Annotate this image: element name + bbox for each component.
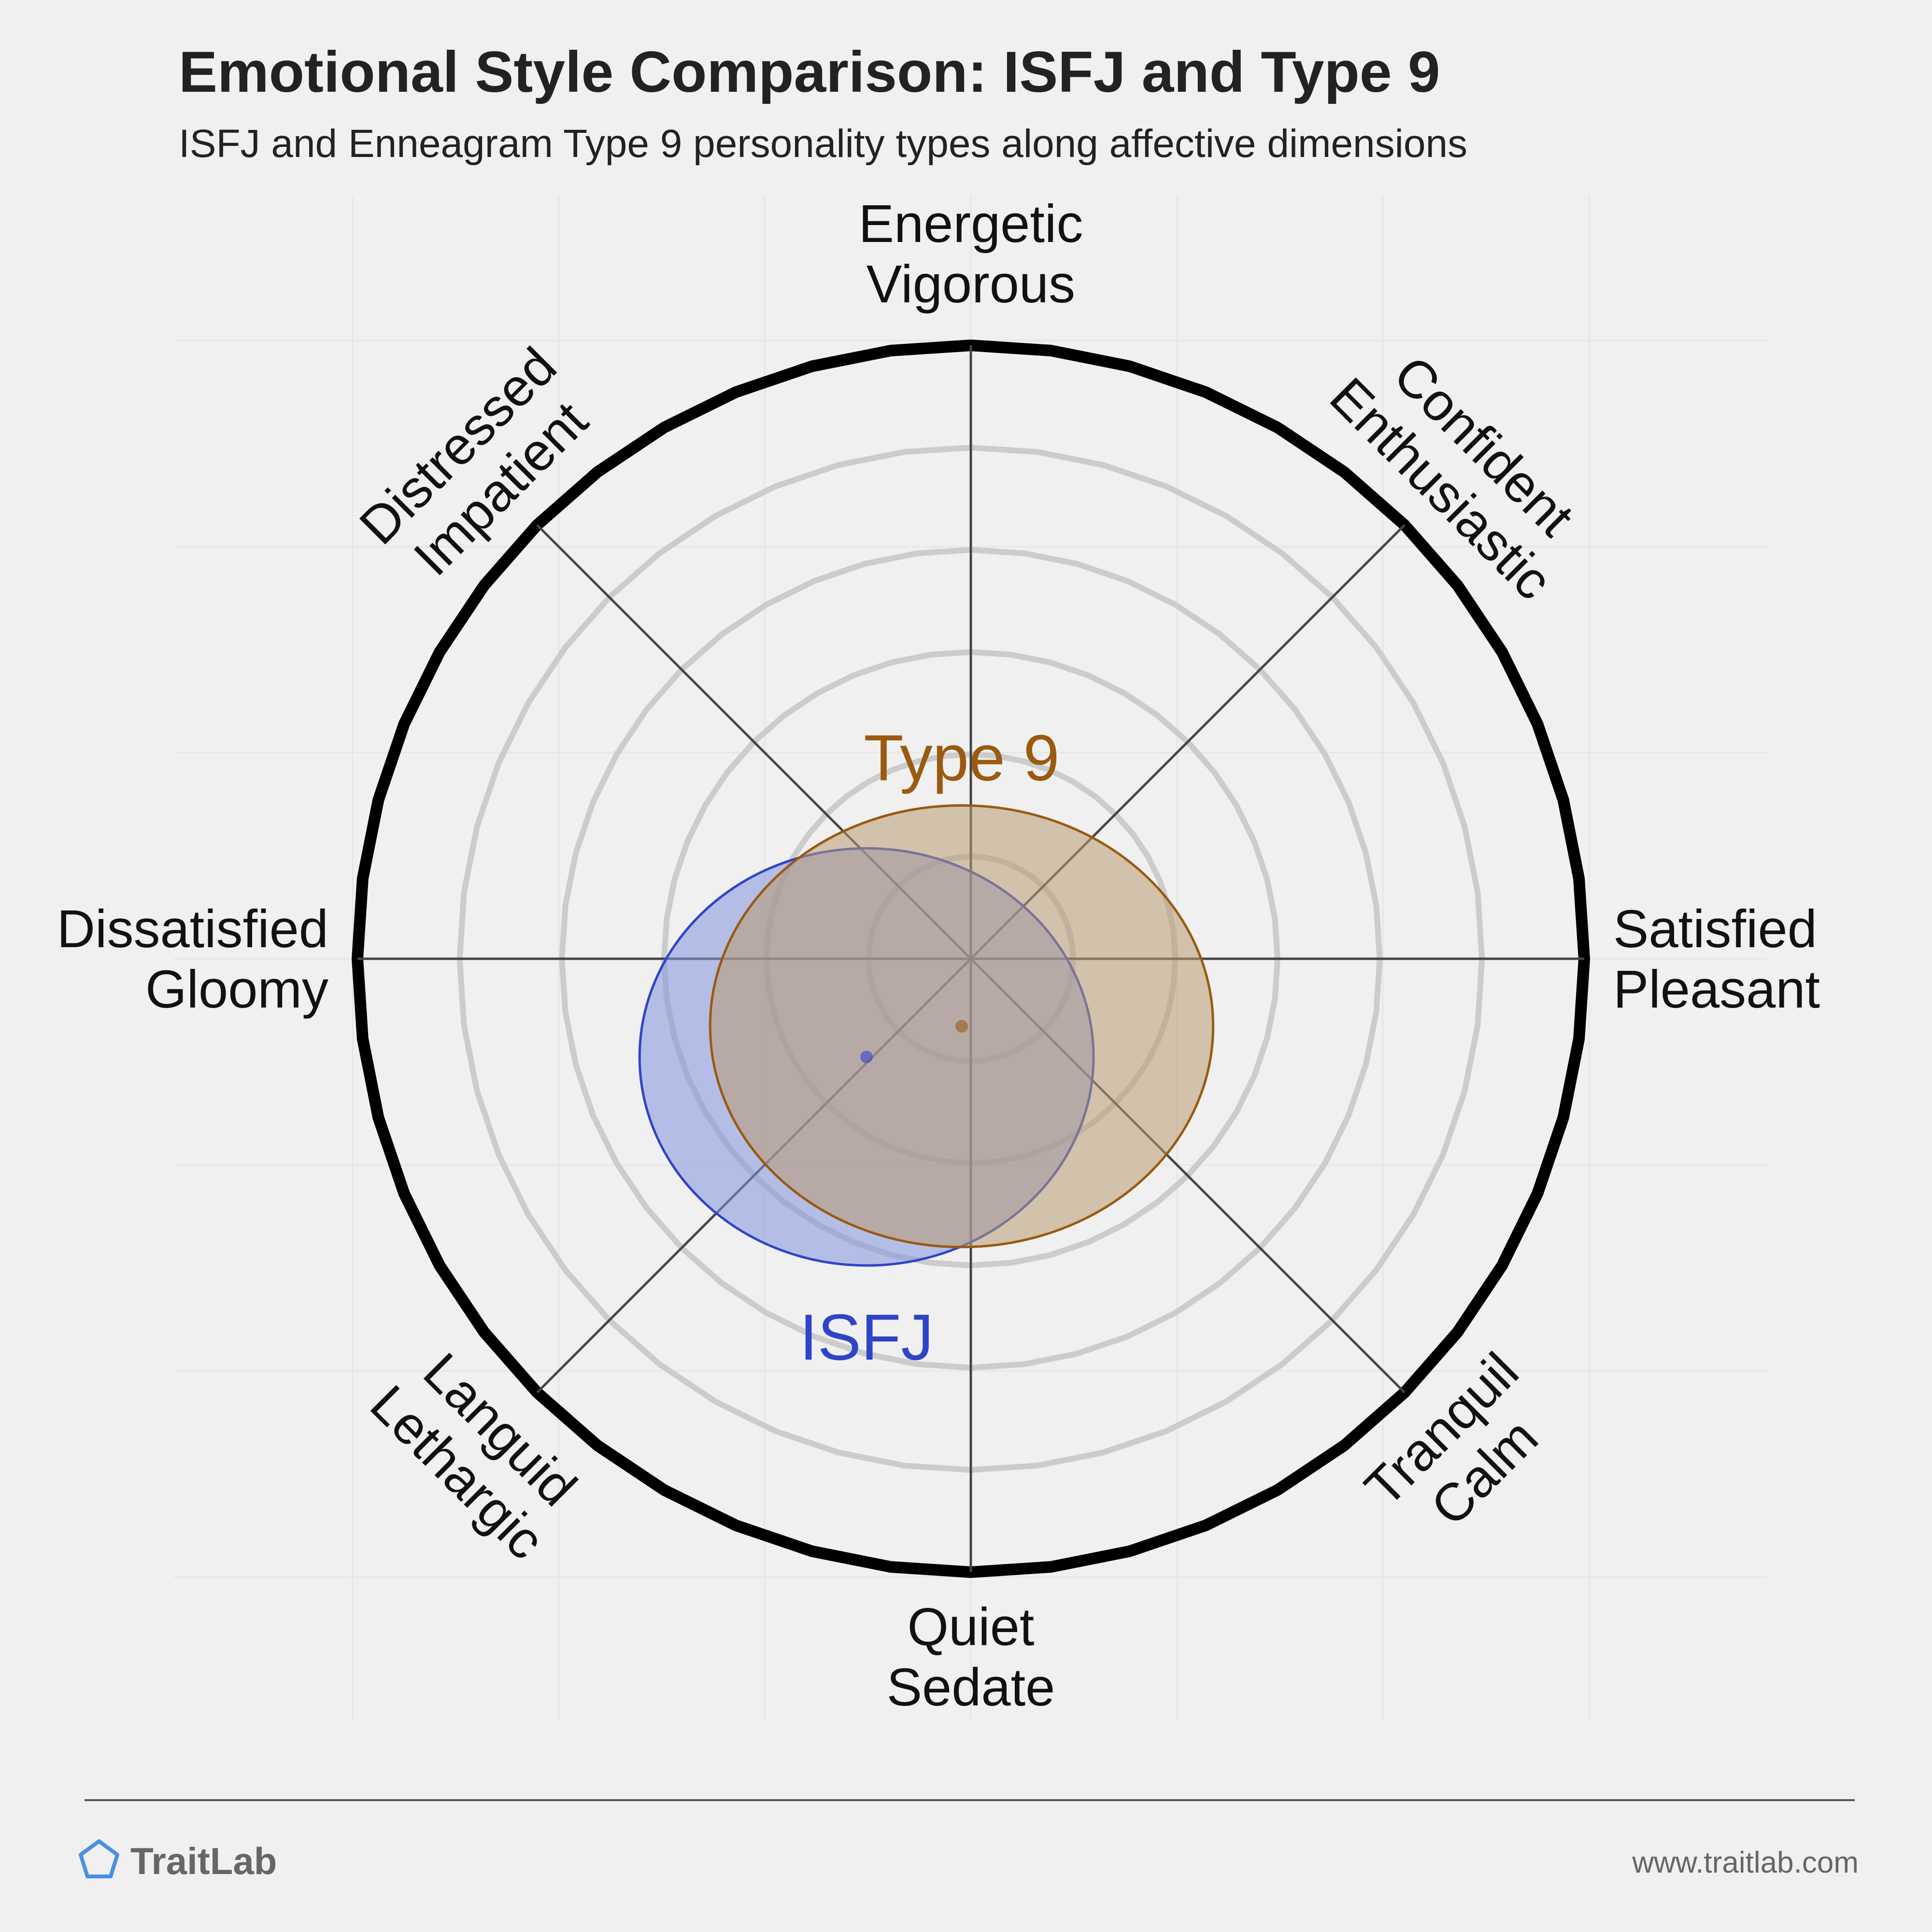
chart-subtitle: ISFJ and Enneagram Type 9 personality ty… — [179, 122, 1467, 166]
axis-label-line: Vigorous — [867, 255, 1075, 314]
axis-label-line: Gloomy — [145, 960, 328, 1019]
brand-name: TraitLab — [130, 1840, 277, 1882]
series-point-type-9 — [955, 1020, 968, 1033]
series-label-isfj: ISFJ — [799, 1301, 934, 1374]
axis-label-line: Sedate — [887, 1658, 1055, 1717]
axis-label-line: Dissatisfied — [57, 899, 328, 959]
pentagon-icon — [79, 1839, 119, 1878]
axis-label-line: Pleasant — [1613, 960, 1820, 1019]
series-point-isfj — [860, 1051, 873, 1064]
axis-label-line: Energetic — [859, 194, 1083, 254]
axis-label-line: Satisfied — [1613, 899, 1817, 959]
chart-title: Emotional Style Comparison: ISFJ and Typ… — [179, 40, 1440, 104]
series-areas — [638, 804, 1215, 1267]
axis-label-line: Quiet — [908, 1597, 1035, 1657]
series-labels: ISFJ Type 9 — [799, 722, 1059, 1374]
series-label-type-9: Type 9 — [864, 722, 1059, 795]
website-url: www.traitlab.com — [1632, 1846, 1859, 1879]
traitlab-logo: TraitLab — [79, 1839, 277, 1882]
